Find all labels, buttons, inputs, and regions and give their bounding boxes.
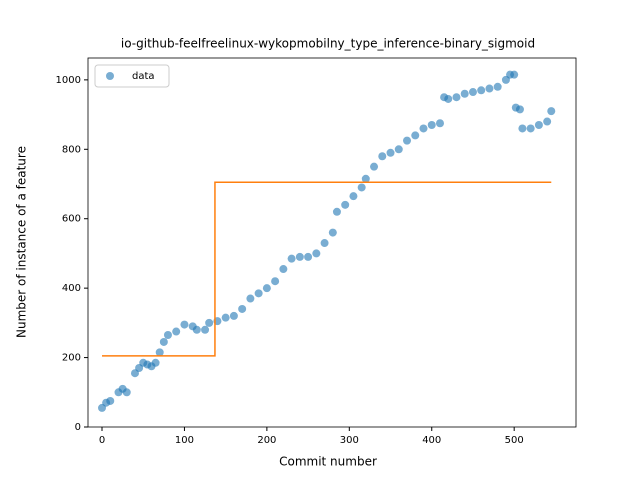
data-point	[493, 82, 502, 91]
data-point	[332, 207, 341, 216]
data-point	[287, 254, 296, 263]
data-point	[246, 294, 255, 303]
y-tick-label: 600	[62, 214, 81, 225]
data-point	[427, 120, 436, 129]
data-point	[534, 120, 543, 129]
data-point	[254, 289, 263, 298]
y-tick-label: 400	[62, 283, 81, 294]
data-point	[526, 124, 535, 133]
x-tick-label: 100	[175, 435, 194, 446]
data-point	[341, 200, 350, 209]
data-point	[106, 396, 115, 405]
data-point	[468, 88, 477, 97]
data-point	[262, 284, 271, 293]
legend-marker	[106, 72, 114, 80]
data-point	[205, 318, 214, 327]
data-point	[155, 348, 164, 357]
data-point	[192, 325, 201, 334]
data-point	[279, 265, 288, 274]
data-point	[515, 105, 524, 114]
data-point	[201, 325, 210, 334]
data-point	[163, 331, 172, 340]
x-tick-label: 0	[99, 435, 105, 446]
data-point	[361, 174, 370, 183]
data-point	[460, 89, 469, 98]
legend-label: data	[132, 71, 155, 82]
data-point	[172, 327, 181, 336]
data-point	[543, 117, 552, 126]
plot-frame	[87, 57, 577, 428]
data-point	[394, 145, 403, 154]
data-point	[229, 311, 238, 320]
x-tick-label: 500	[505, 435, 524, 446]
data-point	[357, 183, 366, 192]
data-point	[444, 94, 453, 103]
data-point	[159, 337, 168, 346]
data-point	[304, 252, 313, 261]
data-point	[485, 84, 494, 93]
data-point	[370, 162, 379, 171]
data-point	[435, 119, 444, 128]
x-tick-label: 200	[257, 435, 276, 446]
data-point	[349, 192, 358, 201]
y-tick-label: 1000	[56, 75, 81, 86]
data-point	[328, 228, 337, 237]
x-tick-label: 300	[340, 435, 359, 446]
data-point	[312, 249, 321, 258]
data-point	[547, 107, 556, 116]
data-point	[295, 252, 304, 261]
data-point	[411, 131, 420, 140]
chart-title: io-github-feelfreelinux-wykopmobilny_typ…	[121, 37, 535, 51]
data-point	[477, 86, 486, 95]
data-point	[320, 239, 329, 248]
data-point	[221, 313, 230, 322]
data-point	[510, 70, 519, 79]
data-point	[452, 93, 461, 102]
data-point	[386, 148, 395, 157]
data-point	[518, 124, 527, 133]
data-point	[378, 152, 387, 161]
data-point	[271, 277, 280, 286]
data-point	[238, 304, 247, 313]
line	[102, 181, 552, 357]
data-point	[403, 136, 412, 145]
y-tick-label: 800	[62, 144, 81, 155]
data-point	[151, 358, 160, 367]
y-tick-label: 0	[75, 422, 81, 433]
data-point	[180, 320, 189, 329]
y-tick-label: 200	[62, 353, 81, 364]
legend-box	[94, 64, 170, 88]
y-axis-label: Number of instance of a feature	[15, 146, 29, 338]
data-point	[122, 388, 131, 397]
x-axis-label: Commit number	[279, 455, 377, 469]
data-point	[419, 124, 428, 133]
x-tick-label: 400	[422, 435, 441, 446]
